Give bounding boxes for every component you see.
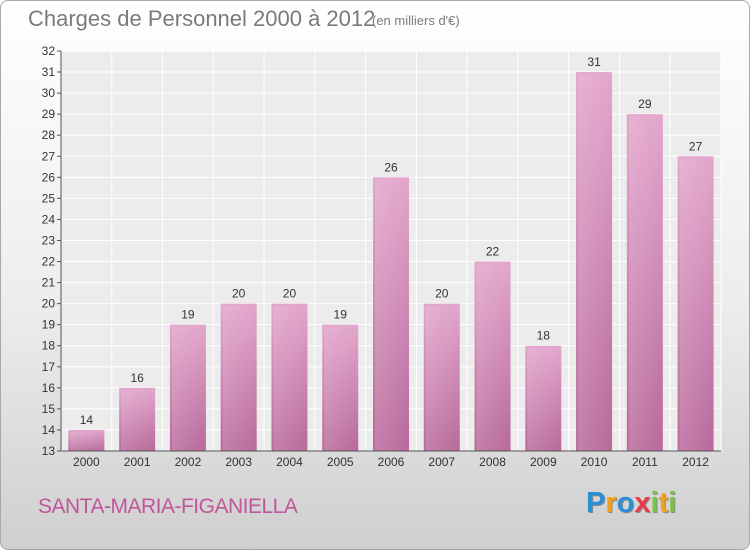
bar-group: 22	[474, 245, 511, 451]
x-tick-label: 2001	[124, 455, 151, 469]
bar-value-label: 16	[130, 371, 144, 385]
bar-value-label: 29	[638, 97, 652, 111]
x-tick-label: 2011	[632, 455, 658, 469]
y-tick-label: 13	[42, 444, 56, 458]
bar-value-label: 27	[689, 139, 703, 153]
y-tick-label: 23	[42, 233, 56, 247]
chart-title: Charges de Personnel 2000 à 2012	[28, 6, 376, 31]
bar-value-label: 19	[334, 308, 348, 322]
x-tick-label: 2009	[530, 455, 557, 469]
bar-value-label: 20	[435, 287, 449, 301]
x-tick-label: 2002	[175, 455, 202, 469]
logo-letter: o	[616, 487, 635, 519]
y-tick-label: 31	[42, 65, 56, 79]
y-tick-label: 28	[42, 128, 56, 142]
x-tick-label: 2006	[378, 455, 405, 469]
logo-letter: i	[668, 487, 677, 519]
y-tick-label: 14	[42, 423, 56, 437]
logo-letter: x	[634, 487, 651, 519]
x-tick-label: 2008	[479, 455, 506, 469]
bar-highlight	[628, 116, 661, 451]
logo-letter: r	[605, 487, 617, 519]
x-tick-label: 2004	[276, 455, 303, 469]
y-tick-label: 21	[42, 276, 56, 290]
bar-highlight	[324, 326, 357, 451]
bar-group: 31	[576, 55, 613, 451]
proxiti-logo[interactable]: Proxiti	[586, 487, 676, 520]
logo-letter: t	[658, 487, 669, 519]
bar-value-label: 22	[486, 245, 500, 259]
y-tick-label: 29	[42, 107, 56, 121]
bar-highlight	[121, 389, 154, 451]
logo-letter: P	[586, 487, 606, 519]
y-tick-label: 17	[42, 360, 56, 374]
bar-value-label: 18	[537, 329, 551, 343]
y-tick-label: 24	[42, 212, 56, 226]
y-tick-label: 16	[42, 381, 56, 395]
bar-group: 20	[423, 287, 460, 451]
chart-subtitle: (en milliers d'€)	[372, 13, 460, 28]
bar-value-label: 31	[587, 55, 601, 69]
y-tick-label: 19	[42, 318, 56, 332]
x-tick-label: 2000	[73, 455, 100, 469]
bar-group: 20	[220, 287, 257, 451]
y-tick-label: 30	[42, 86, 56, 100]
bar-highlight	[375, 179, 407, 451]
y-tick-label: 25	[42, 191, 56, 205]
bar-group: 26	[373, 160, 409, 451]
logo-letter: i	[650, 487, 659, 519]
x-tick-label: 2010	[581, 455, 608, 469]
bar-highlight	[679, 158, 712, 451]
bar-highlight	[222, 305, 255, 451]
y-tick-label: 18	[42, 339, 56, 353]
bar-highlight	[476, 263, 509, 451]
bar-value-label: 14	[80, 413, 94, 427]
x-tick-label: 2007	[428, 455, 455, 469]
bar-highlight	[70, 431, 103, 451]
bars: 14 16 19 20 20 19 26 20 22 18 31 29 27	[68, 55, 714, 451]
y-tick-label: 27	[42, 149, 56, 163]
bar-group: 27	[677, 139, 714, 451]
bar-value-label: 19	[181, 308, 195, 322]
commune-name: SANTA-MARIA-FIGANIELLA	[38, 495, 298, 518]
y-tick-label: 26	[42, 170, 56, 184]
x-tick-label: 2012	[682, 455, 709, 469]
bar-group: 29	[626, 97, 663, 451]
y-tick-label: 15	[42, 402, 56, 416]
x-tick-label: 2005	[327, 455, 354, 469]
bar-group: 20	[271, 287, 308, 451]
x-tick-label: 2003	[225, 455, 252, 469]
bar-value-label: 26	[384, 160, 398, 174]
bar-highlight	[273, 305, 306, 451]
bar-highlight	[578, 74, 611, 451]
y-tick-label: 32	[42, 44, 56, 58]
bar-value-label: 20	[232, 287, 246, 301]
bar-value-label: 20	[283, 287, 297, 301]
bar-group: 16	[119, 371, 156, 451]
bar-group: 19	[169, 308, 206, 451]
bar-highlight	[527, 347, 560, 451]
y-tick-label: 20	[42, 297, 56, 311]
axes: 13 14 15 16 17 18 19 20 21 22 23 24 25 26 27 28 29 30 31 32…	[42, 44, 721, 469]
bar-group: 18	[525, 329, 562, 451]
bar-group: 14	[68, 413, 105, 451]
bar-group: 19	[322, 308, 359, 451]
bar-highlight	[171, 326, 204, 451]
y-tick-label: 22	[42, 255, 56, 269]
bar-highlight	[425, 305, 458, 451]
